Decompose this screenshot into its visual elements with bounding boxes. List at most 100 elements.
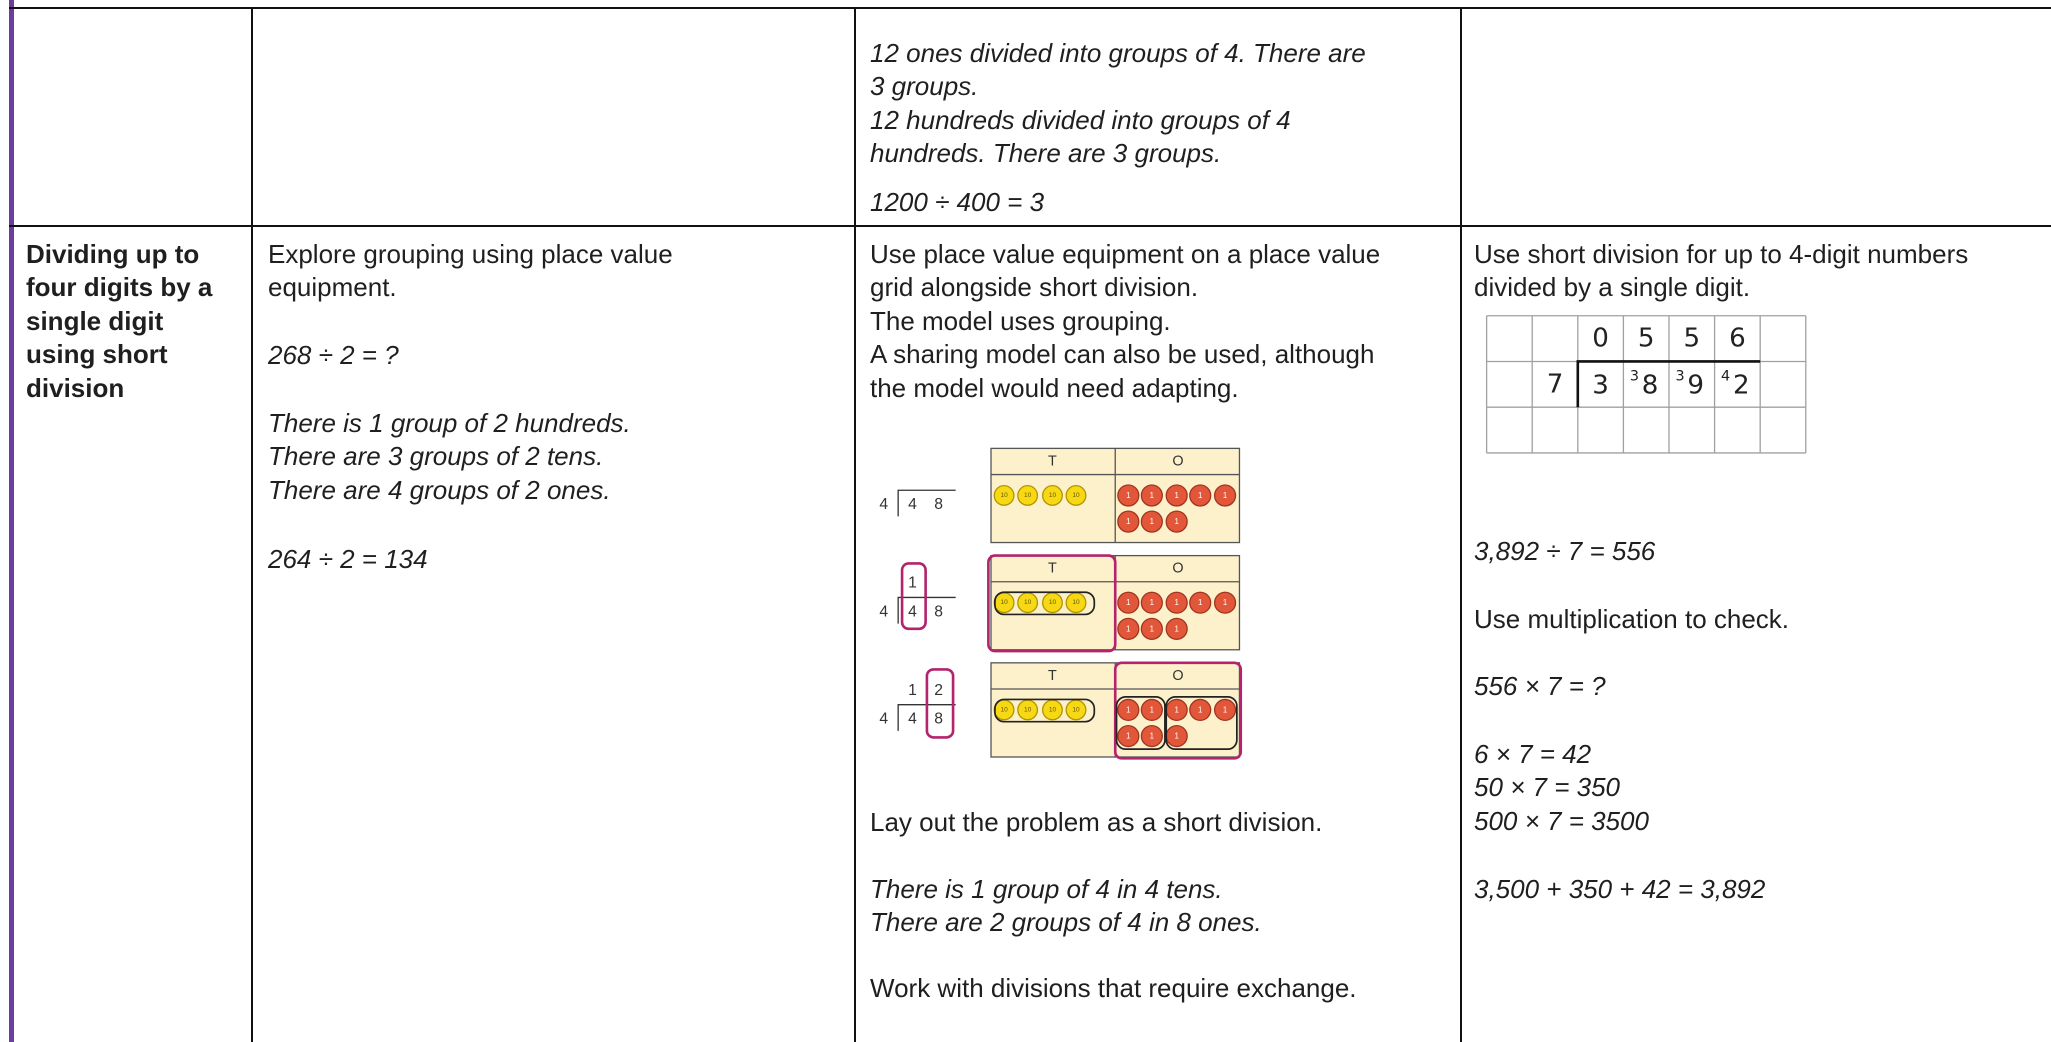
counter-label: 10 — [1049, 599, 1057, 606]
short-division-grid: 0 5 5 67 3 83 93 24 — [1485, 315, 1807, 454]
column-header: O — [1172, 453, 1183, 469]
text-line: 1200 ÷ 400 = 3 — [870, 187, 1045, 217]
counter-label: 1 — [1223, 491, 1227, 500]
counter-label: 10 — [1049, 492, 1057, 499]
text-line: A sharing model can also be used, althou… — [870, 339, 1375, 370]
paragraph: Work with divisions that require exchang… — [870, 972, 1357, 1005]
counter-label: 10 — [1049, 706, 1057, 713]
one-counter — [1140, 698, 1163, 722]
text-line: hundreds. There are 3 groups. — [870, 138, 1222, 169]
counter-label: 10 — [1024, 492, 1032, 499]
carry-digit: 3 — [1675, 369, 1684, 385]
counter-label: 1 — [1198, 491, 1202, 500]
dividend-digit: 8 — [934, 496, 943, 513]
row-border — [9, 225, 2051, 227]
division-bracket — [897, 596, 956, 624]
text-line: Use place value equipment on a place val… — [870, 239, 1381, 269]
counter-label: 1 — [1150, 491, 1154, 500]
text-line: There are 4 groups of 2 ones. — [268, 474, 611, 505]
dividend-digit: 4 — [908, 711, 917, 728]
column-border — [251, 7, 253, 1042]
quotient-digit: 0 — [1592, 324, 1609, 354]
one-counter — [1165, 617, 1188, 640]
counter-label: 1 — [1150, 517, 1154, 526]
ten-counter — [993, 485, 1015, 506]
one-counter — [1189, 591, 1212, 614]
text-line: 3,892 ÷ 7 = 556 — [1474, 536, 1656, 566]
one-counter — [1117, 724, 1140, 748]
paragraph: 268 ÷ 2 = ? — [268, 339, 399, 372]
one-counter — [1189, 484, 1212, 507]
one-counter — [1165, 484, 1188, 507]
accent-bar — [9, 0, 14, 1042]
text-line: Explore grouping using place value — [268, 239, 673, 269]
divisor: 7 — [1547, 369, 1564, 399]
counter-label: 10 — [1072, 706, 1080, 713]
group-outline — [1165, 695, 1238, 751]
column-header: T — [1048, 561, 1057, 577]
paragraph: Use multiplication to check. — [1474, 603, 1789, 636]
counter-label: 1 — [1126, 732, 1130, 741]
one-counter — [1140, 724, 1163, 748]
counter-label: 10 — [1072, 599, 1080, 606]
highlight — [925, 668, 955, 739]
division-bracket — [897, 704, 956, 731]
text-line: divided by a single digit. — [1474, 272, 1751, 303]
counter-label: 1 — [1126, 624, 1130, 633]
text-line: grid alongside short division. — [870, 272, 1199, 303]
one-counter — [1165, 510, 1188, 533]
text-line: Use short division for up to 4-digit num… — [1474, 239, 1969, 269]
one-counter — [1117, 591, 1140, 614]
text-line: 12 ones divided into groups of 4. There … — [870, 38, 1366, 68]
row-heading: Dividing up to four digits by a single dig… — [26, 238, 212, 405]
paragraph: 556 × 7 = ? — [1474, 670, 1606, 703]
group-outline — [994, 698, 1096, 723]
counter-label: 1 — [1198, 705, 1202, 714]
division-bracket — [897, 489, 956, 517]
paragraph: 3,500 + 350 + 42 = 3,892 — [1474, 873, 1765, 906]
ten-counter — [1065, 485, 1087, 506]
counter-label: 1 — [1126, 705, 1130, 714]
paragraph: There is 1 group of 2 hundreds. There are… — [268, 407, 631, 507]
counter-label: 1 — [1126, 598, 1130, 607]
text-line: There are 3 groups of 2 tens. — [268, 441, 604, 472]
text-line: Work with divisions that require exchang… — [870, 973, 1357, 1003]
text-line: the model would need adapting. — [870, 372, 1239, 403]
counter-label: 1 — [1175, 598, 1179, 607]
counter-label: 1 — [1126, 517, 1130, 526]
text-line: 556 × 7 = ? — [1474, 671, 1606, 701]
text-line: There is 1 group of 2 hundreds. — [268, 408, 631, 438]
counter-label: 1 — [1150, 624, 1154, 633]
dividend-digit: 8 — [1642, 371, 1659, 401]
text-line: 264 ÷ 2 = 134 — [268, 544, 428, 574]
text-line: 268 ÷ 2 = ? — [268, 340, 399, 370]
text-line: 12 hundreds divided into groups of 4 — [870, 104, 1291, 135]
text-line: Dividing up to — [26, 239, 200, 269]
counter-label: 1 — [1175, 491, 1179, 500]
one-counter — [1140, 617, 1163, 640]
ten-counter — [1042, 485, 1063, 506]
one-counter — [1117, 617, 1140, 640]
paragraph: 1200 ÷ 400 = 3 — [870, 186, 1044, 219]
text-line: 3,500 + 350 + 42 = 3,892 — [1474, 874, 1766, 904]
paragraph: 6 × 7 = 42 50 × 7 = 350 500 × 7 = 3500 — [1474, 738, 1649, 838]
one-counter — [1117, 698, 1140, 722]
text-line: Use multiplication to check. — [1474, 604, 1790, 634]
column-border — [1460, 7, 1462, 1042]
one-counter — [1140, 510, 1163, 533]
counter-label: 1 — [1150, 732, 1154, 741]
quotient-digit: 6 — [1729, 324, 1746, 354]
paragraph: Use short division for up to 4-digit num… — [1474, 238, 1968, 305]
quotient-digit: 5 — [1683, 324, 1700, 354]
carry-digit: 3 — [1630, 369, 1639, 385]
counter-label: 1 — [1126, 491, 1130, 500]
paragraph: 12 ones divided into groups of 4. There … — [870, 37, 1366, 171]
quotient-digit: 1 — [908, 682, 917, 699]
counter-label: 10 — [1024, 706, 1032, 713]
text-line: 3 groups. — [870, 71, 979, 102]
carry-digit: 4 — [1721, 369, 1730, 385]
paragraph: 3,892 ÷ 7 = 556 — [1474, 535, 1655, 568]
text-line: 50 × 7 = 350 — [1474, 772, 1621, 803]
counter-label: 10 — [1024, 599, 1032, 606]
table-top-border — [9, 7, 2051, 9]
